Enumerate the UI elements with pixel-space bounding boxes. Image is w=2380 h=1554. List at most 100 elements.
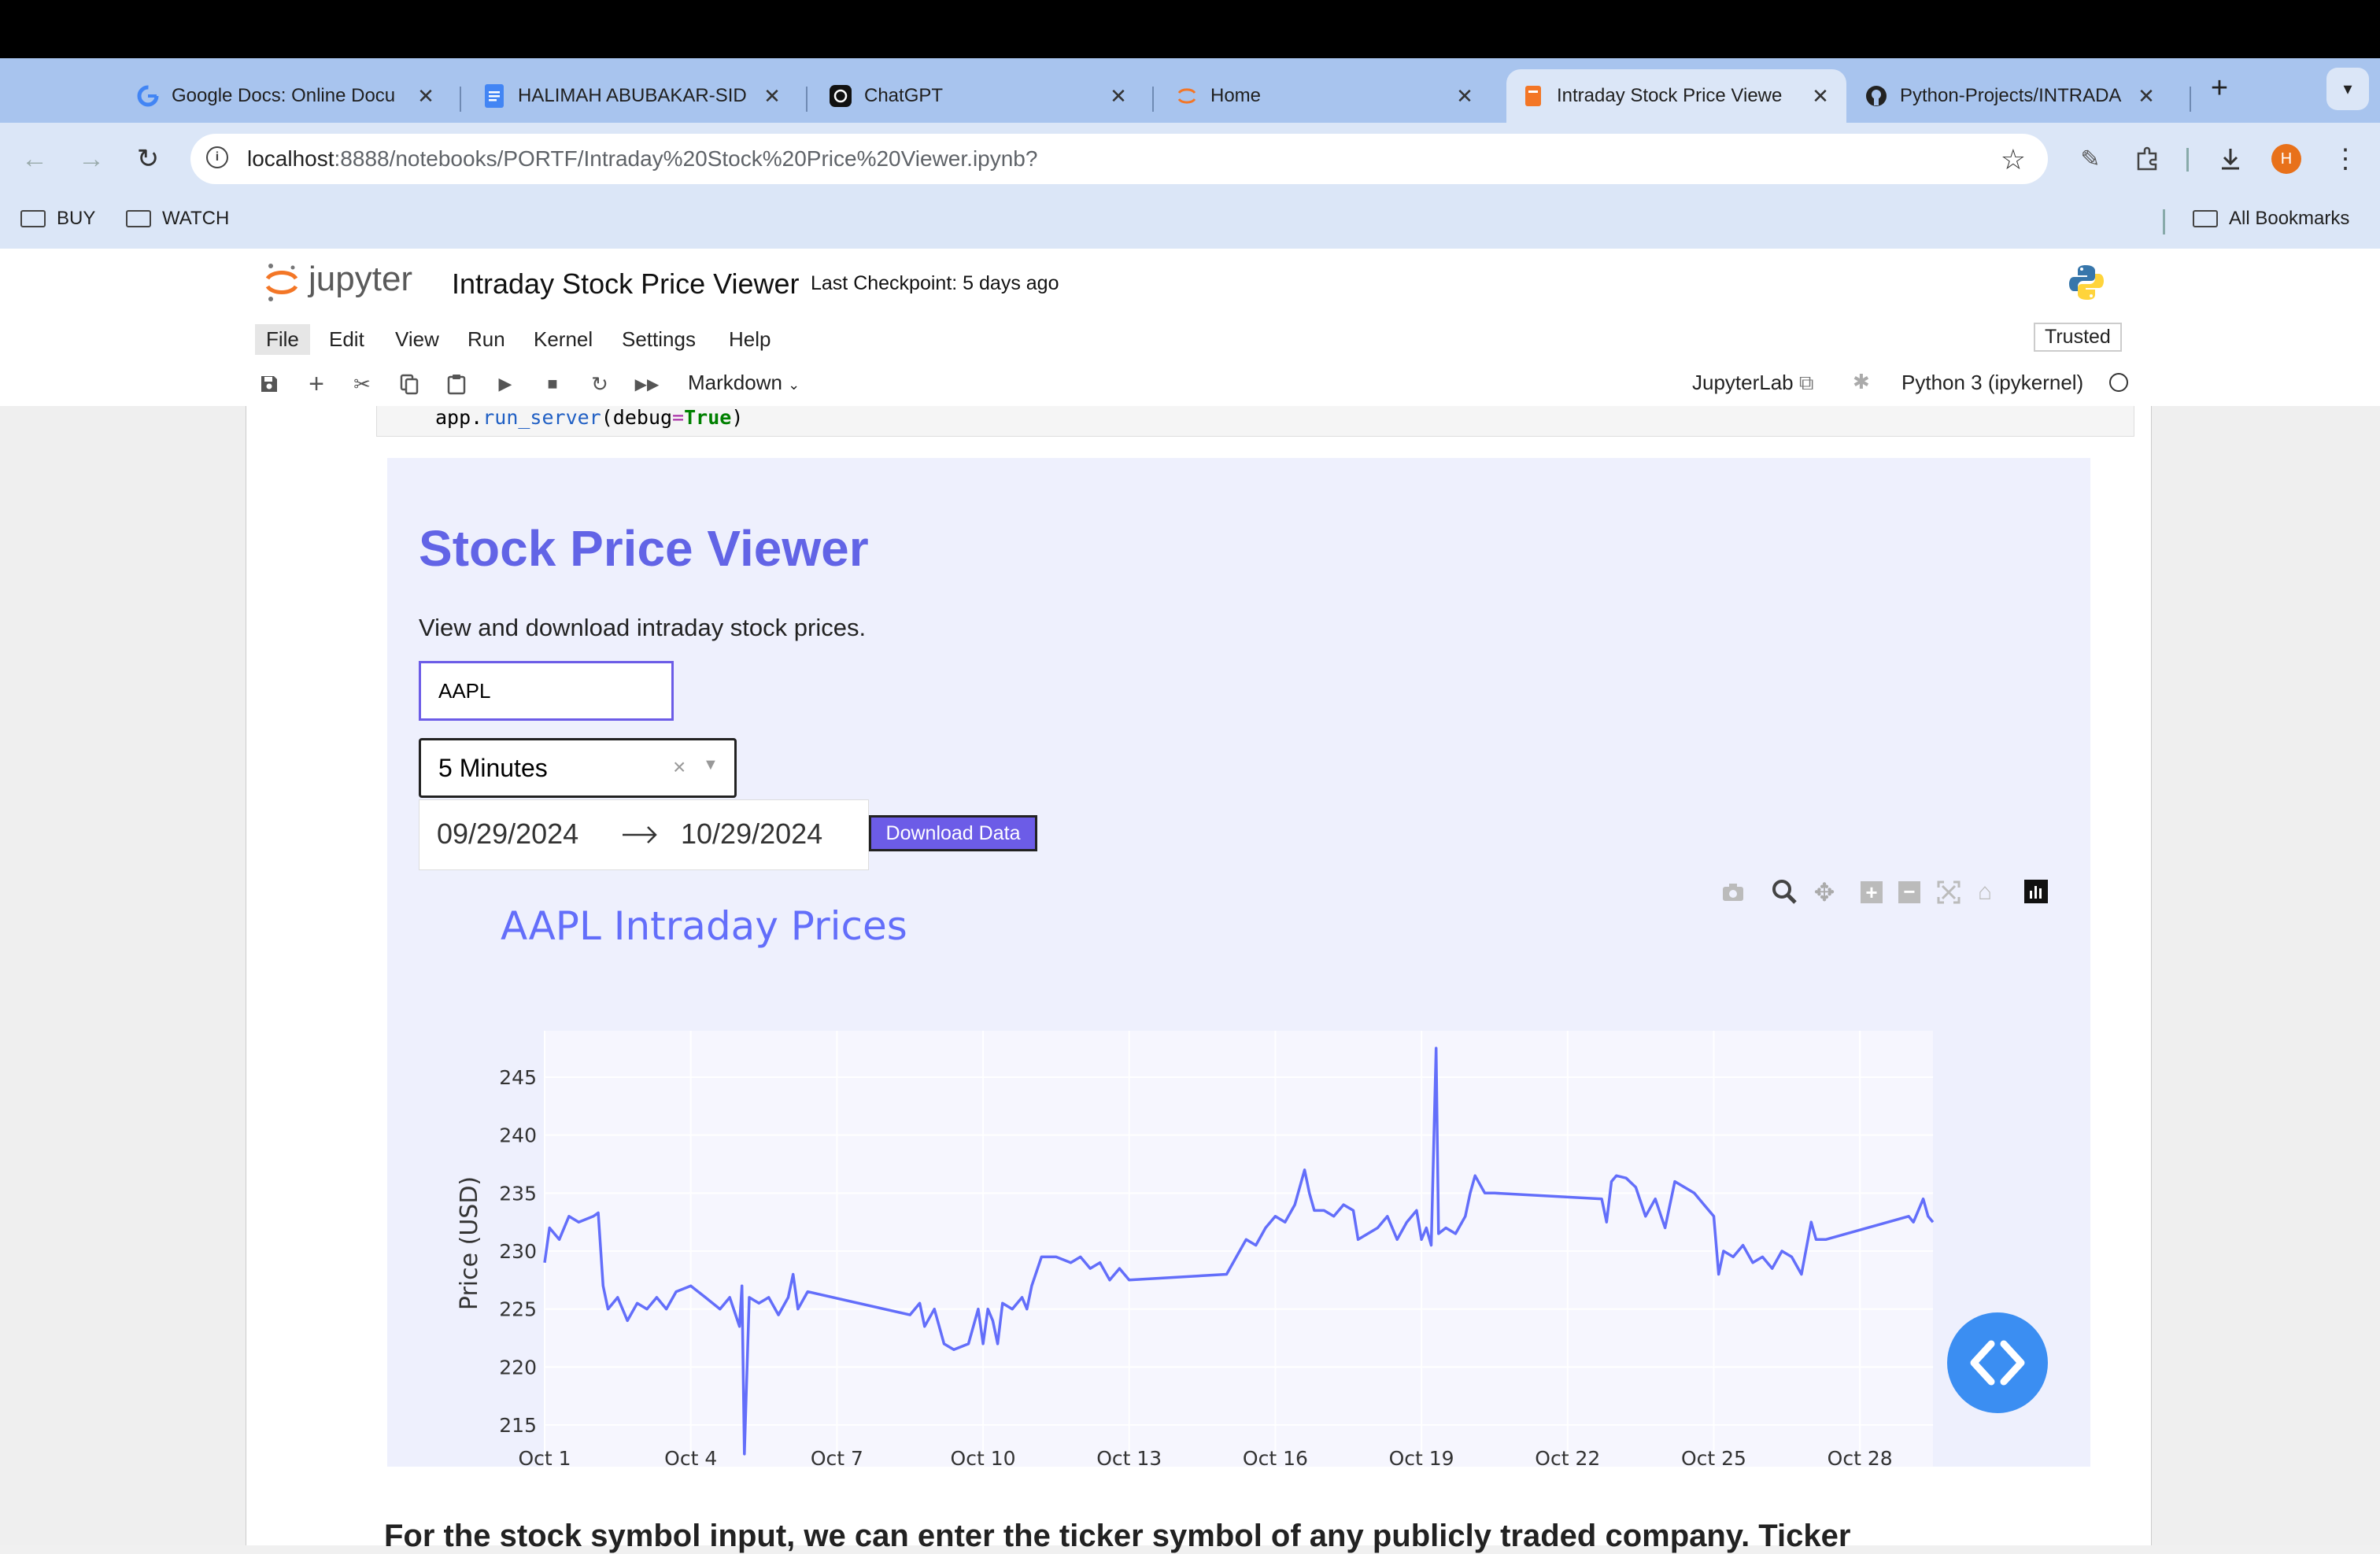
chart-title: AAPL Intraday Prices xyxy=(501,903,907,949)
y-axis-label: Price (USD) xyxy=(456,1176,483,1310)
address-bar[interactable]: i localhost:8888/notebooks/PORTF/Intrada… xyxy=(190,134,2048,184)
menu-view[interactable]: View xyxy=(395,327,439,351)
code-brackets-icon xyxy=(1970,1340,2025,1386)
trusted-indicator[interactable]: Trusted xyxy=(2034,323,2122,352)
cell-type-select[interactable]: Markdown ⌄ xyxy=(688,371,800,394)
cut-icon[interactable]: ✂ xyxy=(353,371,371,396)
download-data-button[interactable]: Download Data xyxy=(869,815,1037,851)
new-tab-icon[interactable]: + xyxy=(2210,72,2229,105)
add-cell-icon[interactable]: + xyxy=(309,368,324,399)
notebook-title[interactable]: Intraday Stock Price Viewer xyxy=(452,268,800,300)
plotly-logo-icon[interactable] xyxy=(2024,880,2048,903)
y-tick-label: 230 xyxy=(499,1240,537,1263)
tab-search-icon[interactable]: ▾ xyxy=(2326,68,2369,110)
y-tick-label: 245 xyxy=(499,1066,537,1089)
python-logo-icon xyxy=(2067,263,2106,302)
run-all-icon[interactable]: ▶▶ xyxy=(634,375,660,393)
zoom-icon[interactable] xyxy=(1771,878,1798,905)
y-tick-label: 240 xyxy=(499,1124,537,1147)
x-tick-label: Oct 22 xyxy=(1535,1447,1600,1467)
jupyter-menu-bar: File Edit View Run Kernel Settings Help … xyxy=(0,315,2380,364)
restart-icon[interactable]: ↻ xyxy=(591,371,608,396)
pan-icon[interactable]: ✥ xyxy=(1813,878,1835,906)
x-tick-label: Oct 4 xyxy=(664,1447,717,1467)
pen-icon[interactable]: ✎ xyxy=(2080,146,2101,172)
debugger-icon[interactable]: ✱ xyxy=(1853,370,1870,393)
menu-kebab-icon[interactable]: ⋮ xyxy=(2332,144,2359,174)
bookmark-buy[interactable]: BUY xyxy=(20,208,95,230)
code-toggle-button[interactable] xyxy=(1947,1312,2048,1413)
jupyterlab-link[interactable]: JupyterLab ⧉ xyxy=(1692,371,1814,394)
avatar[interactable]: H xyxy=(2271,144,2301,174)
close-icon[interactable]: ✕ xyxy=(1456,83,1473,108)
clear-icon[interactable]: × xyxy=(673,755,686,779)
paste-icon[interactable] xyxy=(442,370,471,398)
menu-file[interactable]: File xyxy=(255,324,310,355)
site-info-icon[interactable]: i xyxy=(206,146,228,168)
reset-home-icon[interactable]: ⌂ xyxy=(1977,879,1993,905)
start-date-input[interactable]: 09/29/2024 xyxy=(437,818,579,850)
bookmarks-bar: BUY WATCH All Bookmarks xyxy=(0,195,2380,249)
copy-icon[interactable] xyxy=(395,370,423,398)
jupyter-header: jupyter Intraday Stock Price Viewer Last… xyxy=(0,249,2380,316)
autoscale-icon[interactable] xyxy=(1936,880,1961,905)
close-icon[interactable]: ✕ xyxy=(1812,83,1829,108)
kernel-name[interactable]: Python 3 (ipykernel) xyxy=(1901,371,2084,394)
stop-icon[interactable]: ■ xyxy=(547,374,558,393)
tab-intraday-viewer[interactable]: Intraday Stock Price Viewe ✕ xyxy=(1506,69,1846,123)
zoom-in-icon[interactable]: + xyxy=(1861,881,1883,903)
all-bookmarks[interactable]: All Bookmarks xyxy=(2193,208,2349,230)
tab-chatgpt[interactable]: ChatGPT ✕ xyxy=(814,69,1144,123)
bookmark-watch[interactable]: WATCH xyxy=(126,208,229,230)
folder-icon xyxy=(126,210,151,227)
price-chart[interactable]: AAPL Intraday Prices 215 220 225 230 235 240 2… xyxy=(387,881,2090,1467)
notebook-toolbar: + ✂ ▶ ■ ↻ ▶▶ Markdown ⌄ JupyterLab ⧉ ✱ P… xyxy=(0,362,2380,408)
menu-settings[interactable]: Settings xyxy=(622,327,696,351)
y-tick-label: 235 xyxy=(499,1182,537,1205)
tab-docs-halimah[interactable]: HALIMAH ABUBAKAR-SID ✕ xyxy=(468,69,798,123)
interval-dropdown[interactable]: 5 Minutes × ▼ xyxy=(419,738,737,798)
notebook-icon xyxy=(1521,83,1546,109)
menu-kernel[interactable]: Kernel xyxy=(534,327,593,351)
app-title: Stock Price Viewer xyxy=(419,520,869,577)
tab-google-docs[interactable]: Google Docs: Online Docu ✕ xyxy=(121,69,452,123)
price-series-line xyxy=(543,1046,1935,1456)
close-icon[interactable]: ✕ xyxy=(763,83,781,108)
x-tick-label: Oct 1 xyxy=(518,1447,571,1467)
chevron-down-icon[interactable]: ▼ xyxy=(703,756,719,773)
tab-label: Python-Projects/INTRADA xyxy=(1900,85,2122,106)
ticker-input[interactable]: AAPL xyxy=(419,661,674,721)
close-icon[interactable]: ✕ xyxy=(417,83,434,108)
tab-home[interactable]: Home ✕ xyxy=(1160,69,1491,123)
zoom-out-icon[interactable]: − xyxy=(1898,881,1920,903)
extensions-icon[interactable] xyxy=(2128,140,2166,178)
jupyter-logo-icon[interactable] xyxy=(263,258,301,305)
download-icon[interactable] xyxy=(2212,140,2249,178)
x-tick-label: Oct 10 xyxy=(951,1447,1016,1467)
code-line: app.run_server(debug=True) xyxy=(435,406,744,429)
code-cell[interactable]: app.run_server(debug=True) xyxy=(376,406,2134,437)
tab-label: HALIMAH ABUBAKAR-SID xyxy=(518,85,747,106)
plot-area xyxy=(545,1031,1933,1467)
date-range-picker: 09/29/2024 10/29/2024 xyxy=(419,799,869,870)
close-icon[interactable]: ✕ xyxy=(1110,83,1127,108)
tab-strip: Google Docs: Online Docu ✕ HALIMAH ABUBA… xyxy=(0,58,2380,123)
x-tick-label: Oct 19 xyxy=(1389,1447,1454,1467)
forward-icon[interactable]: → xyxy=(78,143,105,174)
camera-icon[interactable] xyxy=(1720,880,1746,905)
menu-run[interactable]: Run xyxy=(468,327,505,351)
tab-github[interactable]: Python-Projects/INTRADA ✕ xyxy=(1850,69,2172,123)
top-bar xyxy=(0,0,2380,58)
end-date-input[interactable]: 10/29/2024 xyxy=(681,818,823,850)
back-icon[interactable]: ← xyxy=(21,143,48,174)
bookmark-star-icon[interactable]: ☆ xyxy=(2000,143,2026,175)
menu-help[interactable]: Help xyxy=(729,327,771,351)
close-icon[interactable]: ✕ xyxy=(2138,83,2155,108)
kernel-status-icon xyxy=(2109,373,2128,392)
reload-icon[interactable]: ↻ xyxy=(136,144,160,174)
y-tick-label: 215 xyxy=(499,1414,537,1437)
menu-edit[interactable]: Edit xyxy=(329,327,364,351)
tab-label: ChatGPT xyxy=(864,85,944,106)
run-icon[interactable]: ▶ xyxy=(498,374,512,393)
save-icon[interactable] xyxy=(255,370,283,398)
